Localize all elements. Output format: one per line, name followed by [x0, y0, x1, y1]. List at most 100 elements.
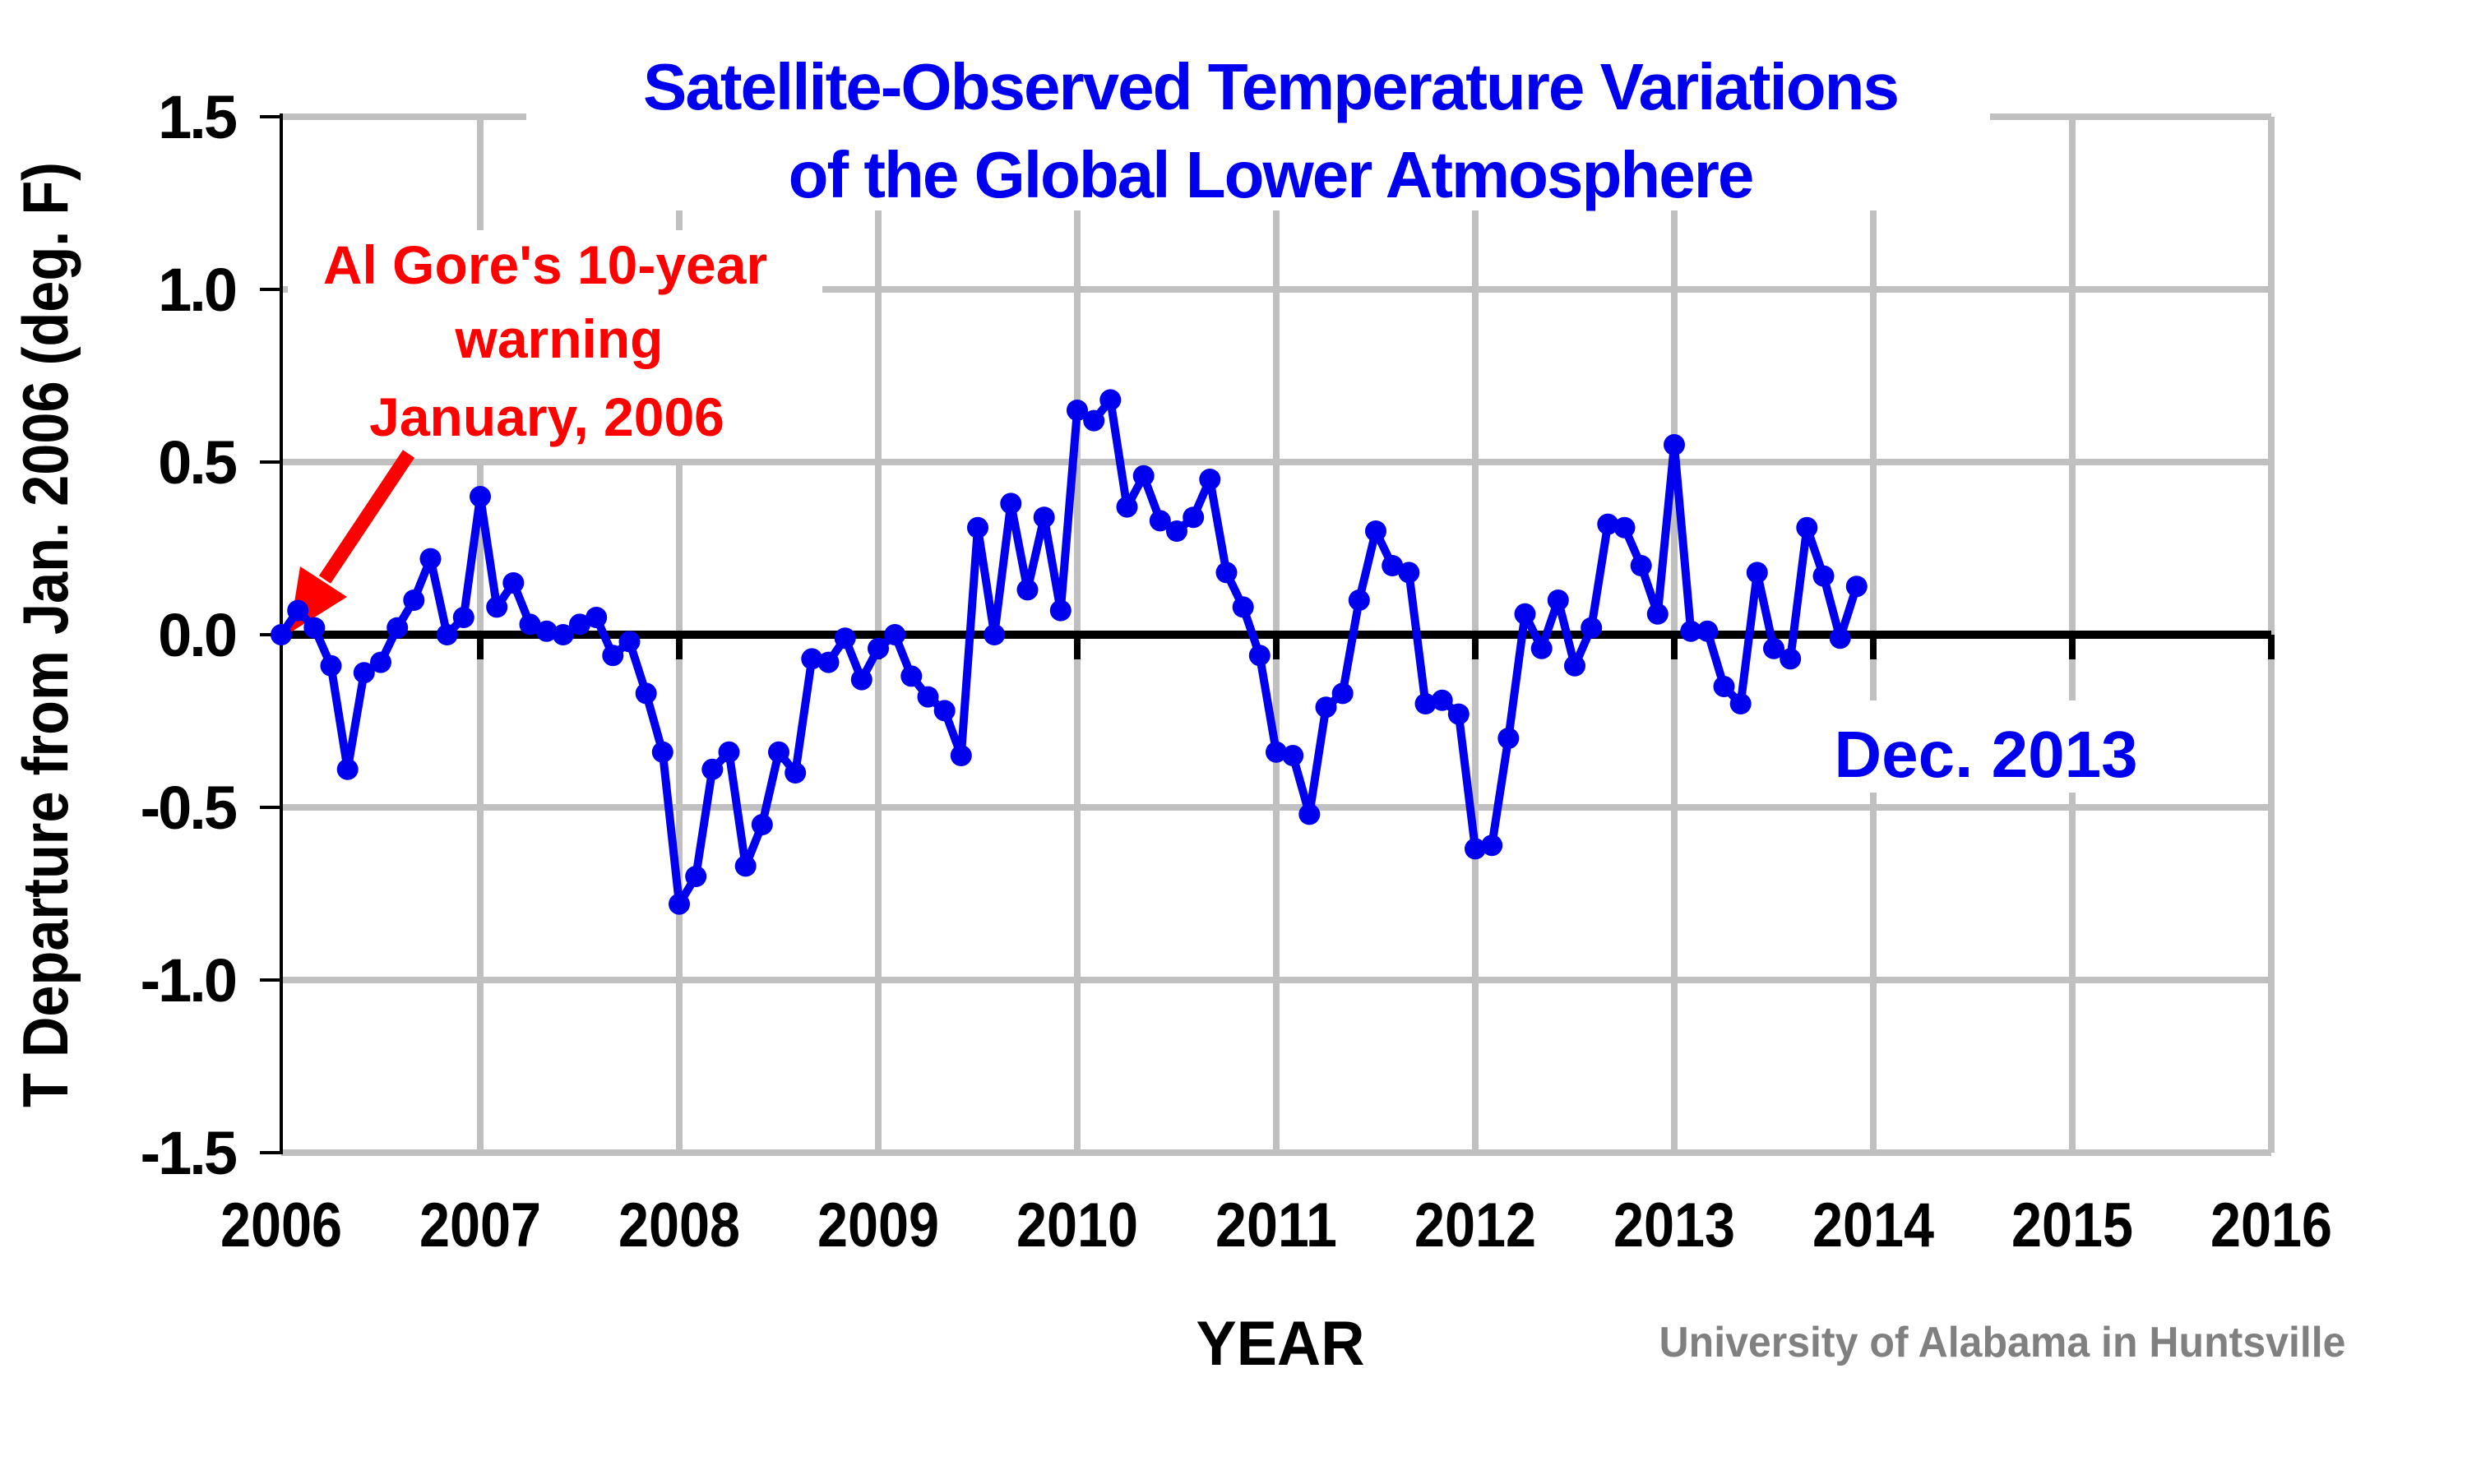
data-point	[1199, 469, 1221, 490]
title-backdrop	[526, 25, 1990, 210]
temperature-series	[271, 389, 1868, 915]
data-point	[271, 624, 292, 645]
data-point	[1465, 838, 1486, 860]
data-point	[403, 589, 425, 611]
data-point	[436, 624, 458, 645]
data-point	[320, 654, 342, 677]
data-point	[586, 607, 608, 628]
x-tick-label: 2009	[817, 1190, 939, 1260]
data-point	[1812, 565, 1835, 587]
data-point	[685, 866, 707, 887]
data-point	[850, 668, 872, 691]
data-point	[1845, 576, 1868, 598]
x-tick-label: 2014	[1812, 1190, 1934, 1260]
data-point	[470, 486, 491, 507]
data-point	[1365, 520, 1386, 542]
data-point	[1000, 492, 1022, 515]
data-point	[933, 700, 956, 722]
data-point	[486, 596, 508, 618]
data-point	[1348, 589, 1370, 611]
data-point	[1215, 562, 1238, 584]
data-point	[1646, 603, 1669, 625]
data-point	[1497, 728, 1520, 749]
data-point	[519, 613, 541, 636]
data-point	[1713, 676, 1735, 697]
data-point	[669, 893, 690, 915]
dec-2013-backdrop	[1809, 700, 2196, 793]
data-point	[1016, 579, 1039, 601]
annotation-arrow-shaft	[318, 450, 415, 584]
data-point	[718, 741, 740, 763]
x-tick-label: 2015	[2011, 1190, 2133, 1260]
data-point	[1331, 682, 1354, 705]
data-point	[1049, 599, 1072, 622]
data-point	[701, 758, 724, 780]
data-point	[386, 617, 409, 639]
data-point	[900, 665, 923, 687]
data-point	[1083, 409, 1105, 432]
data-point	[1315, 696, 1337, 719]
data-point	[303, 617, 326, 639]
data-point	[1613, 516, 1636, 539]
x-tick-label: 2013	[1613, 1190, 1735, 1260]
data-point	[817, 651, 840, 673]
data-point	[1829, 627, 1851, 650]
x-axis-title: YEAR	[1196, 1309, 1365, 1379]
y-tick-label: 0.0	[158, 601, 236, 669]
data-point	[502, 572, 525, 594]
data-point	[1729, 693, 1752, 714]
data-point	[1431, 689, 1453, 711]
y-axis-title: T Departure from Jan. 2006 (deg. F)	[9, 162, 81, 1107]
data-point	[635, 682, 657, 705]
x-tick-label: 2007	[419, 1190, 541, 1260]
data-point	[801, 648, 823, 670]
data-point	[1680, 620, 1702, 642]
y-tick-label: -0.5	[140, 774, 236, 842]
data-point	[569, 613, 590, 636]
data-point	[1298, 803, 1321, 825]
data-point	[1232, 596, 1254, 618]
y-tick-label: 0.5	[158, 428, 237, 497]
data-point	[651, 741, 673, 763]
data-point	[1116, 496, 1138, 518]
data-point	[1746, 562, 1768, 584]
data-point	[768, 741, 789, 763]
data-point	[1132, 465, 1155, 487]
data-point	[1530, 637, 1553, 659]
data-point	[1266, 741, 1287, 763]
x-tick-label: 2016	[2210, 1190, 2332, 1260]
data-point	[1149, 510, 1171, 532]
x-tick-label: 2008	[618, 1190, 740, 1260]
data-point	[336, 758, 359, 780]
y-tick-label: -1.0	[140, 946, 235, 1015]
data-point	[1664, 434, 1685, 455]
annotation-backdrop	[288, 230, 822, 459]
annotation-line-1: Al Gore's 10-year	[323, 234, 767, 295]
data-point	[868, 637, 889, 659]
data-point	[734, 855, 757, 877]
data-point	[1514, 603, 1536, 625]
data-point	[751, 814, 773, 835]
data-point	[1033, 506, 1055, 529]
data-point	[1099, 389, 1122, 411]
y-tick-label: 1.0	[158, 256, 236, 324]
data-point	[1763, 637, 1784, 659]
chart-title-line-2: of the Global Lower Atmosphere	[789, 138, 1753, 211]
annotation-line-2: warning	[454, 308, 663, 369]
data-point	[1447, 703, 1470, 725]
data-point	[1696, 620, 1719, 642]
y-tick-label: -1.5	[140, 1119, 236, 1187]
data-point	[967, 516, 988, 539]
dec-2013-label: Dec. 2013	[1834, 718, 2137, 791]
x-tick-label: 2011	[1215, 1190, 1337, 1260]
data-point	[1382, 555, 1404, 576]
data-point	[1481, 834, 1503, 857]
data-point	[1282, 745, 1304, 766]
series-line	[277, 395, 1861, 908]
data-point	[419, 548, 442, 570]
data-point	[884, 624, 906, 645]
data-point	[1597, 513, 1619, 535]
credit-label: University of Alabama in Huntsville	[1659, 1319, 2346, 1366]
